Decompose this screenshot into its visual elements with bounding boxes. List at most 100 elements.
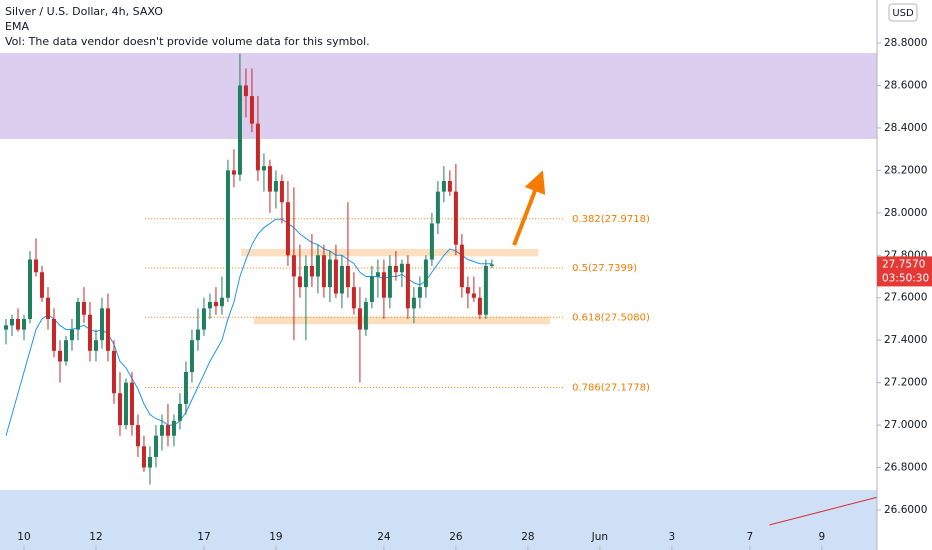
candle-body (69, 329, 74, 341)
candle-body (465, 287, 470, 294)
candle-body (459, 244, 464, 288)
candle-body (333, 259, 338, 294)
y-tick-label: 27.2000 (884, 377, 927, 389)
candle-body (21, 318, 26, 330)
candle-body (321, 255, 326, 288)
candle-body (225, 170, 230, 298)
candle-body (165, 425, 170, 436)
candle-body (213, 301, 218, 307)
currency-box[interactable] (888, 3, 918, 22)
candle-body (33, 259, 38, 273)
candle-body (93, 340, 98, 351)
zone (0, 52, 877, 139)
candle-body (285, 202, 290, 256)
y-tick-label: 26.6000 (884, 504, 927, 516)
y-tick-label: 26.8000 (884, 462, 927, 474)
candle-body (201, 308, 206, 330)
candle-body (105, 308, 110, 351)
candle-body (231, 170, 236, 175)
x-tick-label: 12 (89, 531, 102, 543)
candle-body (303, 265, 308, 288)
x-tick-label: 26 (449, 531, 463, 543)
candle-body (87, 314, 92, 351)
candle-body (249, 96, 254, 124)
candle-body (189, 340, 194, 373)
y-tick-label: 28.2000 (884, 164, 927, 176)
candle-body (369, 276, 374, 302)
x-tick-label: 9 (818, 531, 825, 543)
candle-body (297, 276, 302, 288)
x-tick-label: 24 (377, 531, 391, 543)
candle-body (261, 166, 266, 171)
y-tick-label: 28.0000 (884, 207, 927, 219)
candle-body (327, 259, 332, 288)
candle-body (159, 425, 164, 436)
x-tick-label: 28 (521, 531, 534, 543)
y-tick-label: 27.4000 (884, 334, 927, 346)
candle-body (471, 293, 476, 298)
candle-body (435, 191, 440, 224)
ema-line (5, 218, 492, 436)
candle-body (63, 340, 68, 362)
candle-body (315, 255, 320, 277)
zone (0, 490, 877, 550)
candle-body (3, 325, 8, 330)
countdown-label: 03:50:30 (882, 272, 929, 284)
candle-body (375, 272, 380, 277)
candle-body (57, 350, 62, 362)
candle-body (111, 350, 116, 394)
chart-title: Silver / U.S. Dollar, 4h, SAXO (5, 5, 163, 18)
y-tick-label: 28.8000 (884, 37, 927, 49)
candle-body (453, 191, 458, 245)
candle-body (153, 435, 158, 457)
last-price-label: 27.7570 (882, 258, 925, 270)
candle-body (279, 180, 284, 203)
candle-body (417, 287, 422, 298)
x-tick-label: Jun (591, 531, 608, 543)
candle-body (441, 180, 446, 192)
candle-body (141, 446, 146, 468)
y-tick-label: 27.0000 (884, 419, 927, 431)
fib-label: 0.382(27.9718) (572, 214, 650, 225)
volume-note: Vol: The data vendor doesn't provide vol… (5, 35, 370, 48)
candle-body (117, 393, 122, 426)
arrow-head (524, 170, 546, 195)
x-tick-label: 10 (17, 531, 30, 543)
candle-body (399, 263, 404, 273)
candle-body (123, 382, 128, 426)
candle-body (171, 420, 176, 436)
candle-body (345, 265, 350, 288)
candle-body (51, 318, 56, 351)
arrow-shaft (512, 188, 538, 246)
y-tick-label: 28.4000 (884, 122, 927, 134)
candle-body (147, 456, 152, 468)
candle-body (39, 272, 44, 298)
candle-body (27, 259, 32, 319)
y-tick-label: 28.6000 (884, 79, 927, 91)
candle-body (489, 264, 494, 266)
currency-label[interactable]: USD (892, 8, 914, 19)
x-tick-label: 7 (746, 531, 753, 543)
trendline (769, 496, 878, 526)
candle-body (387, 265, 392, 298)
candle-body (135, 425, 140, 447)
candle-body (483, 265, 488, 315)
candle-body (45, 297, 50, 319)
last-price-box (877, 256, 932, 287)
candle-body (81, 301, 86, 315)
candle-body (423, 259, 428, 288)
candle-body (183, 372, 188, 404)
fib-label: 0.618(27.5080) (572, 312, 650, 323)
candle-body (273, 180, 278, 192)
candle-body (447, 180, 452, 192)
candle-body (309, 265, 314, 277)
candle-body (351, 287, 356, 309)
candle-body (363, 301, 368, 330)
candle-body (267, 166, 272, 192)
candle-body (411, 297, 416, 309)
x-tick-label: 19 (269, 531, 282, 543)
indicator-label: EMA (5, 20, 29, 33)
candle-body (207, 301, 212, 309)
candle-body (75, 301, 80, 330)
